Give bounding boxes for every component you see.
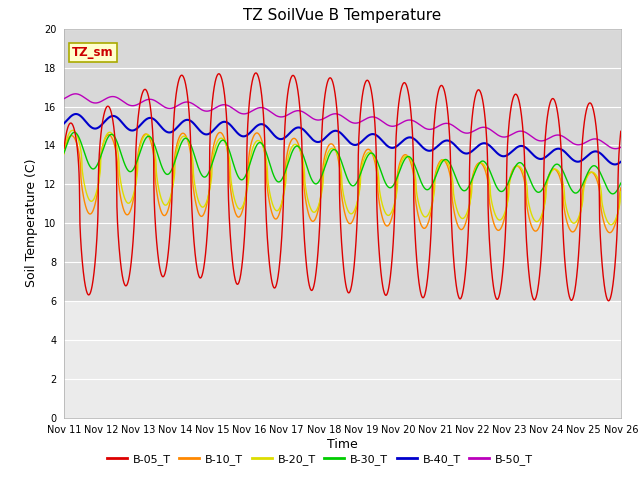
Legend: B-05_T, B-10_T, B-20_T, B-30_T, B-40_T, B-50_T: B-05_T, B-10_T, B-20_T, B-30_T, B-40_T, …: [102, 450, 538, 469]
Bar: [64, 301, 621, 418]
Y-axis label: Soil Temperature (C): Soil Temperature (C): [26, 159, 38, 288]
Text: TZ_sm: TZ_sm: [72, 46, 114, 60]
X-axis label: Time: Time: [327, 438, 358, 451]
Title: TZ SoilVue B Temperature: TZ SoilVue B Temperature: [243, 9, 442, 24]
